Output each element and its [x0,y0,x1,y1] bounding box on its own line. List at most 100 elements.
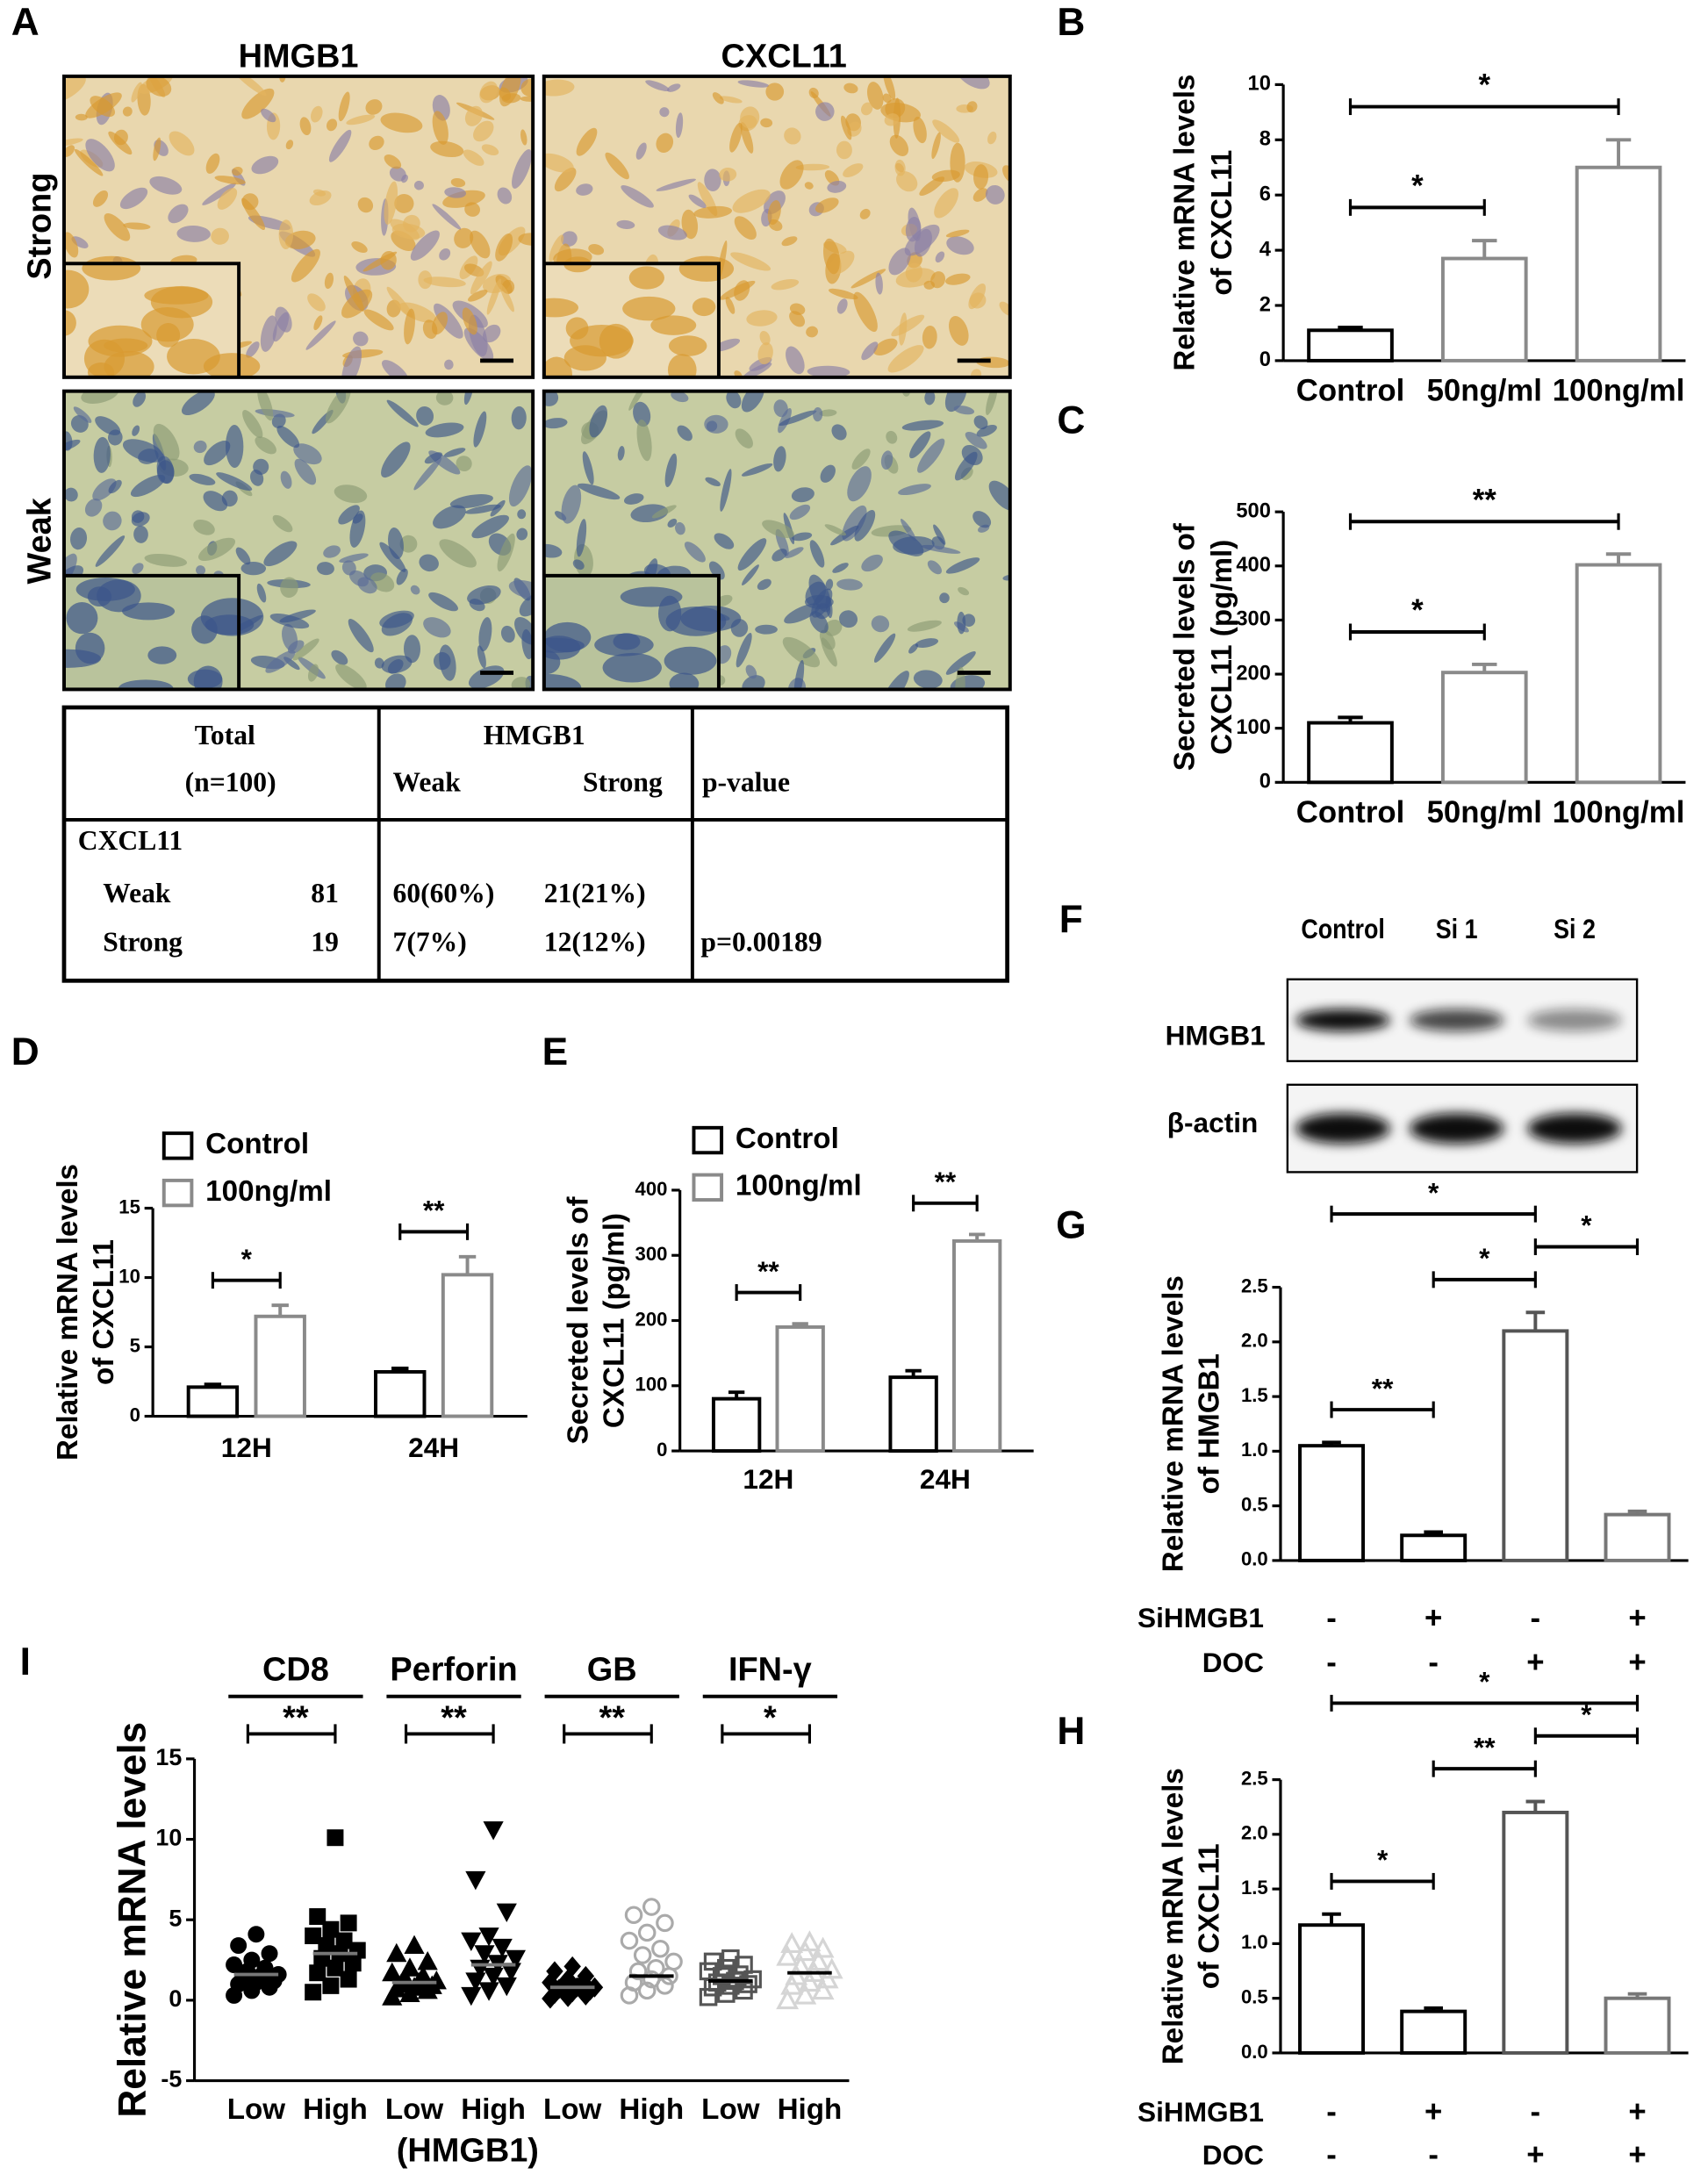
tissue [520,78,534,97]
tissue [93,436,111,473]
tissue [481,144,499,156]
inset-cell [543,673,582,690]
tissue [843,163,864,177]
tissue [543,153,574,173]
tissue [486,278,502,315]
y-tick-label: 400 [635,1178,668,1200]
legend-label: Control [205,1128,309,1160]
tissue [517,509,527,520]
tissue [122,106,133,117]
panel-label: B [1057,1,1085,44]
micrograph-border [542,74,1012,379]
data-point [637,1923,657,1942]
tissue [403,635,420,664]
tissue [884,113,900,126]
legend-label: 100ng/ml [736,1170,862,1202]
condition-value: - [1326,1602,1337,1635]
data-point [642,1898,661,1916]
tissue [454,227,474,248]
tissue [988,480,1010,511]
tissue [153,423,180,461]
tissue [246,341,260,358]
tissue [732,189,771,213]
tissue [214,176,246,185]
tissue [363,309,394,331]
tissue [617,446,625,461]
tissue [804,182,814,190]
tissue [374,657,384,669]
tissue [824,524,846,536]
tissue [793,660,805,690]
significance-label: ** [441,1700,467,1737]
y-tick-label: 1.5 [1241,1877,1268,1899]
inset-cell [658,595,682,632]
tissue [866,82,884,110]
tissue [433,505,466,529]
table-cell: 21(21%) [544,878,646,908]
tissue [651,505,677,519]
y-tick-label: 0 [657,1439,667,1461]
condition-label: SiHMGB1 [1137,2096,1264,2128]
y-tick-label: 0.5 [1241,1493,1268,1515]
tissue [508,579,534,599]
tissue [704,414,728,434]
tissue [859,208,871,219]
tissue [263,541,298,567]
bar [1575,563,1662,785]
data-point [798,1930,822,1952]
tissue [554,167,577,192]
tissue [469,599,485,612]
lane-label: Si 1 [1436,914,1478,945]
blot-band [1409,1113,1504,1145]
tissue [450,177,466,188]
tissue [282,623,298,651]
tissue [63,145,75,157]
x-tick-label: 50ng/ml [1427,374,1542,407]
x-tick-label: Low [543,2093,602,2126]
tissue [873,633,896,663]
data-point [651,1939,670,1958]
y-tick-label: 2.0 [1241,1822,1268,1844]
data-point [386,1942,407,1963]
inset-cell [622,296,676,321]
tissue [181,391,215,416]
tissue [156,460,175,484]
tissue [508,465,533,507]
y-axis-label: of CXCL11 [1194,1843,1226,1989]
inset-cell [602,652,662,683]
tissue [462,307,477,335]
tissue [271,413,286,428]
tissue [719,167,737,182]
tissue [351,241,368,254]
tissue [418,270,433,290]
bar [374,1369,427,1418]
tissue [737,538,767,571]
condition-value: + [1628,2096,1646,2129]
tissue [108,131,133,155]
tissue [432,204,462,230]
column-title: CXCL11 [721,38,847,75]
table-cell: CXCL11 [78,825,183,856]
tissue [888,530,924,556]
tissue [309,190,332,206]
tissue [348,619,374,653]
data-point [776,1944,800,1966]
tissue [899,312,908,346]
y-tick-label: 0.0 [1241,1548,1268,1570]
tissue [103,511,122,531]
tissue [577,483,621,500]
tissue [813,407,823,422]
panel-label: D [11,1030,39,1073]
tissue [681,209,699,240]
tissue [390,219,420,240]
significance-label: * [241,1243,253,1274]
data-point [261,1945,278,1963]
tissue [425,422,464,438]
tissue [357,577,377,594]
tissue [853,291,878,333]
inset-cell [66,601,98,635]
tissue [736,632,752,668]
data-point [461,1932,482,1951]
tissue [588,244,605,255]
tissue [832,563,849,573]
